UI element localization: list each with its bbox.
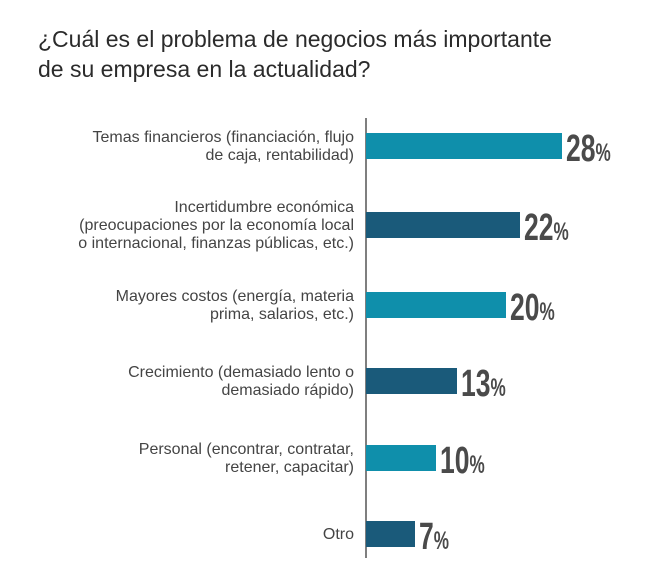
category-label-1: Temas financieros (financiación, flujo de… (93, 129, 355, 164)
value-label-2: 22% (524, 205, 569, 248)
bar-3 (366, 292, 506, 318)
category-label-4: Crecimiento (demasiado lento o demasiado … (128, 364, 354, 399)
bar-1 (366, 133, 562, 159)
category-label-6: Otro (323, 526, 354, 543)
value-label-6: 7% (419, 514, 449, 557)
category-label-2: Incertidumbre económica (preocupaciones p… (78, 199, 354, 252)
value-label-1: 28% (566, 126, 611, 169)
value-label-3: 20% (510, 285, 555, 328)
bar-6 (366, 521, 415, 547)
category-label-5: Personal (encontrar, contratar, retener, … (139, 441, 354, 476)
bar-5 (366, 445, 436, 471)
bar-2 (366, 212, 520, 238)
bar-4 (366, 368, 457, 394)
category-label-3: Mayores costos (energía, materia prima, s… (116, 288, 354, 323)
value-label-5: 10% (440, 438, 485, 481)
chart-title: ¿Cuál es el problema de negocios más imp… (38, 26, 552, 82)
value-label-4: 13% (461, 361, 506, 404)
